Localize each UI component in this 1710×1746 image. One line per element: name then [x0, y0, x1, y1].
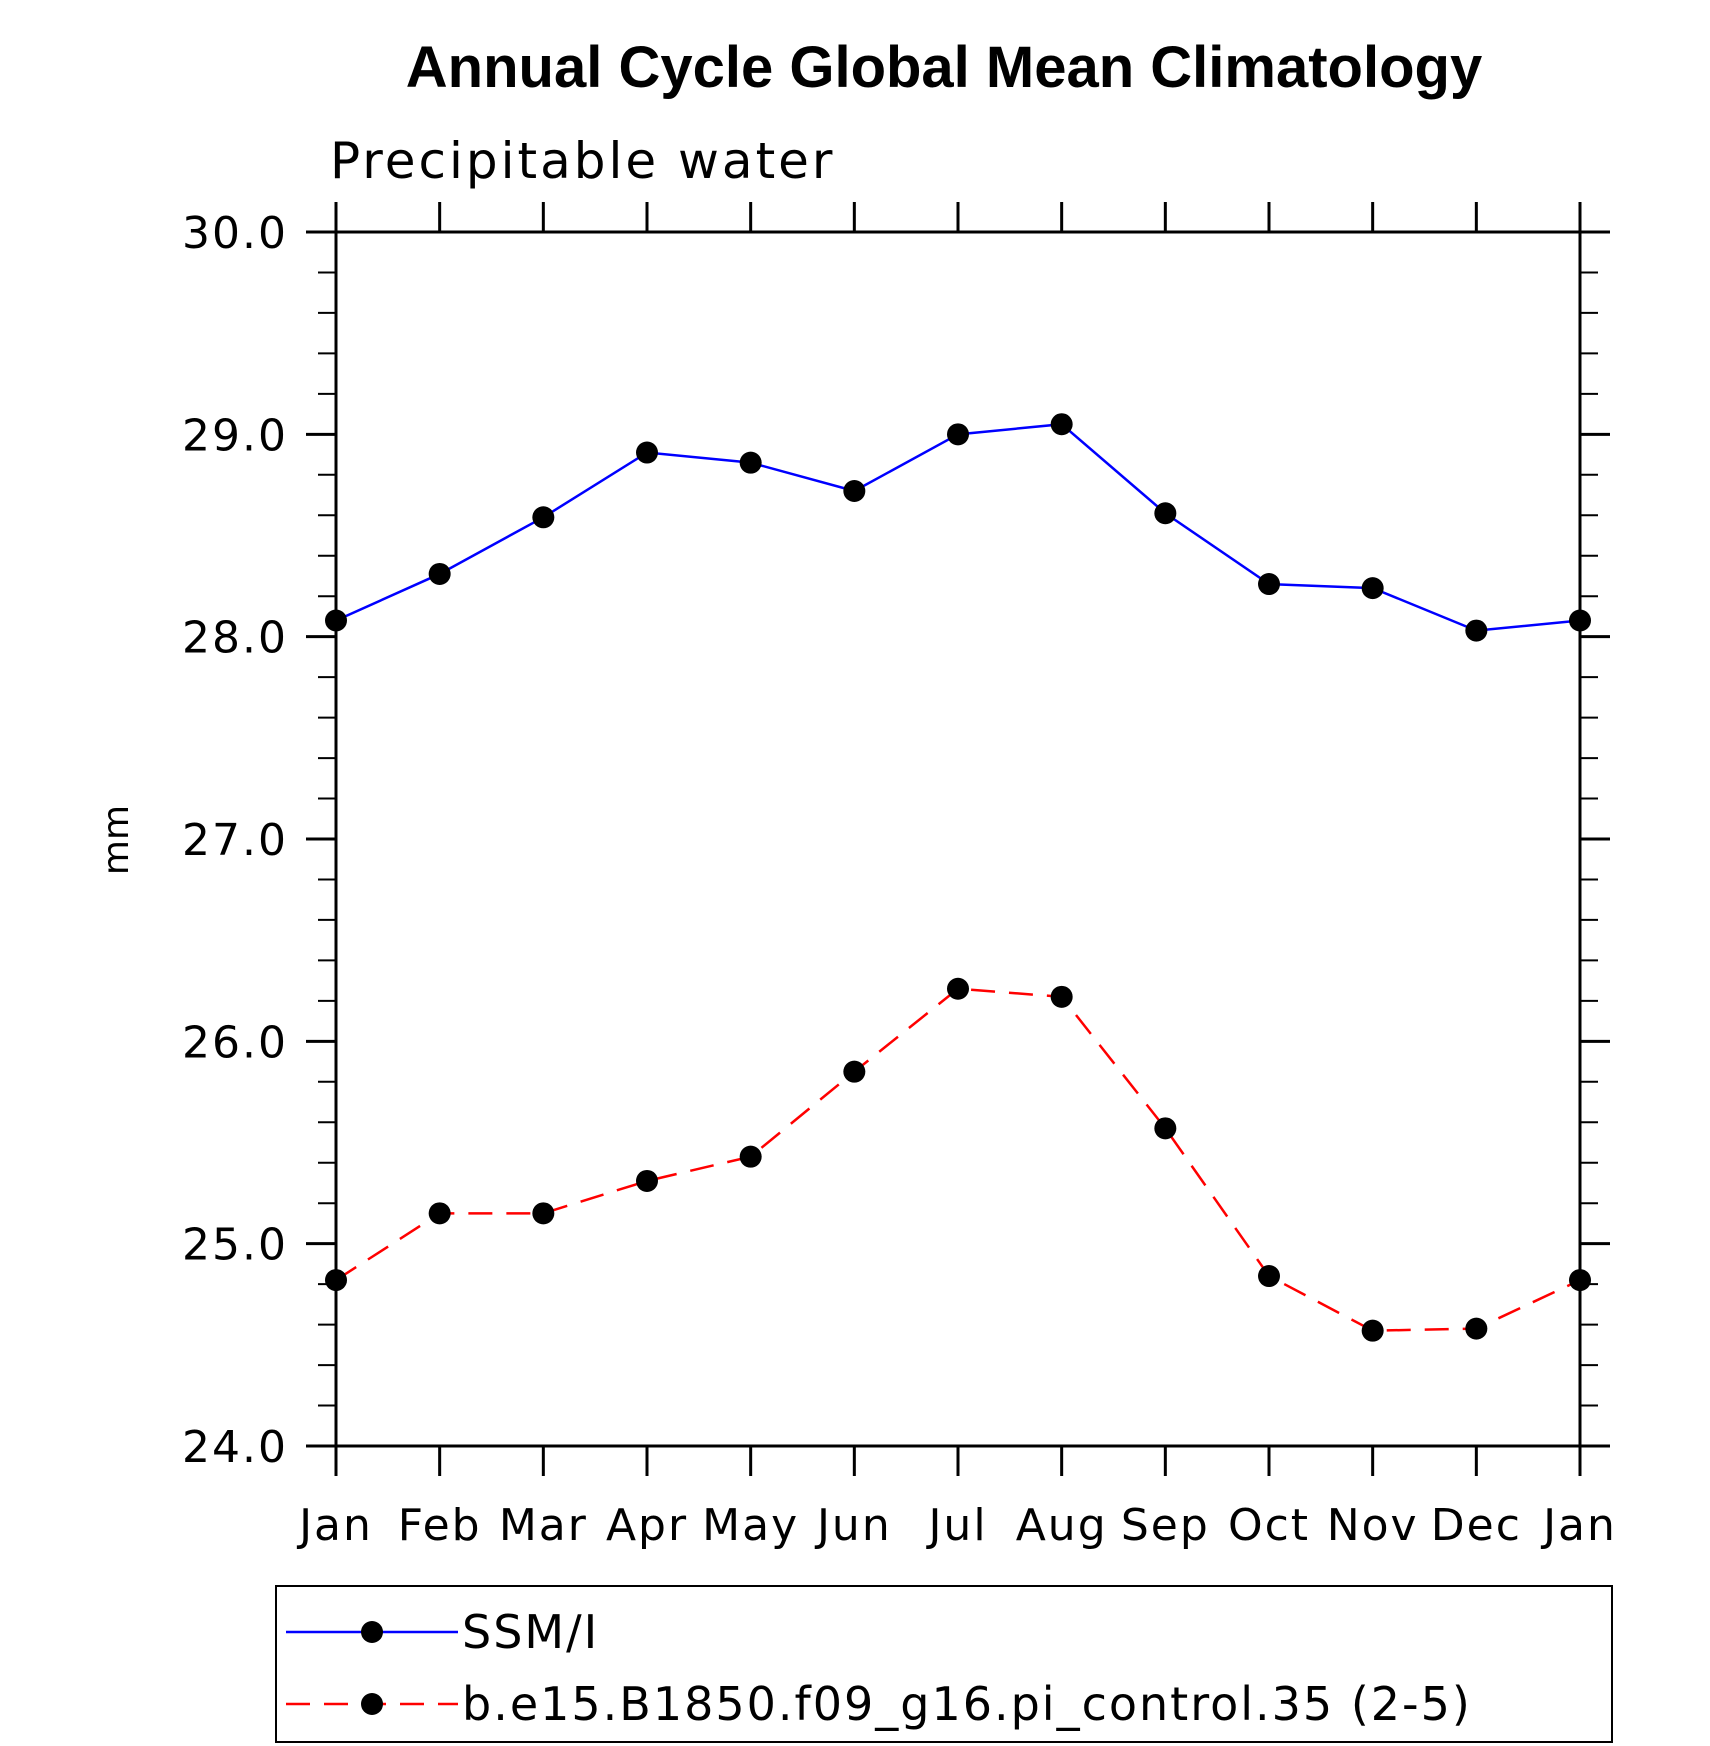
x-tick-label: Jan [1540, 1500, 1617, 1551]
x-tick-label: Dec [1431, 1500, 1522, 1551]
legend-label-2: b.e15.B1850.f09_g16.pi_control.35 (2-5) [462, 1677, 1472, 1731]
series-1-point [428, 562, 451, 585]
x-tick-label: Apr [606, 1500, 688, 1551]
x-tick-label: May [702, 1500, 799, 1551]
series-2-point [739, 1145, 762, 1168]
series-1-point [1050, 413, 1073, 436]
x-tick-label: Jul [925, 1500, 987, 1551]
plot-frame [334, 230, 1582, 1448]
x-tick-label: Aug [1016, 1500, 1108, 1551]
legend-label-1: SSM/I [462, 1605, 599, 1659]
series-1-point [1154, 502, 1177, 525]
legend-marker-1 [361, 1621, 383, 1643]
series-2-point [532, 1202, 555, 1225]
series-1-point [947, 423, 969, 446]
series-2-point [1465, 1317, 1488, 1340]
series-1-point [1465, 619, 1488, 642]
y-tick-label: 29.0 [182, 410, 288, 461]
chart-title: Annual Cycle Global Mean Climatology [406, 35, 1482, 100]
series-2-point [1258, 1265, 1280, 1288]
x-tick-label: Oct [1228, 1500, 1310, 1551]
x-tick-label: Nov [1327, 1500, 1419, 1551]
series-1-point [843, 479, 866, 502]
series-2-point [428, 1202, 451, 1225]
series-2-point [1154, 1117, 1177, 1140]
series-1-point [636, 441, 658, 464]
series-1-point [325, 609, 347, 632]
y-tick-label: 25.0 [182, 1220, 288, 1271]
series-line-2 [335, 987, 1581, 1332]
plot-area: 24.0 25.0 26.0 27.0 28.0 29.0 30.0 Jan Feb Mar Apr… [182, 202, 1617, 1551]
series-1-point [1361, 577, 1384, 600]
series-line-1 [335, 422, 1581, 632]
series-1-point [1569, 609, 1591, 632]
x-tick-label: Mar [499, 1500, 588, 1551]
series-1-point [739, 451, 762, 474]
legend: SSM/I b.e15.B1850.f09_g16.pi_control.35 (… [275, 1585, 1613, 1743]
series-2-point [325, 1269, 347, 1292]
x-tick-label: Jun [814, 1500, 892, 1551]
y-tick-label: 27.0 [182, 815, 288, 866]
x-tick-label: Feb [398, 1500, 482, 1551]
y-axis-label: mm [96, 805, 137, 875]
series-2-point [636, 1169, 658, 1192]
y-tick-label: 30.0 [182, 208, 288, 259]
y-tick-label: 28.0 [182, 613, 288, 664]
series-2-point [947, 977, 969, 1000]
series-2-point [1361, 1319, 1384, 1342]
legend-marker-2 [361, 1693, 383, 1715]
chart-subtitle: Precipitable water [330, 132, 836, 190]
series-2-point [1569, 1269, 1591, 1292]
y-tick-label: 24.0 [182, 1422, 288, 1473]
series-2-point [843, 1060, 866, 1083]
series-2-point [1050, 985, 1073, 1008]
y-tick-label: 26.0 [182, 1017, 288, 1068]
x-tick-label: Sep [1121, 1500, 1210, 1551]
legend-box [275, 1585, 1613, 1743]
series-1-point [532, 506, 555, 529]
series-1-point [1258, 573, 1280, 596]
x-tick-label: Jan [296, 1500, 373, 1551]
